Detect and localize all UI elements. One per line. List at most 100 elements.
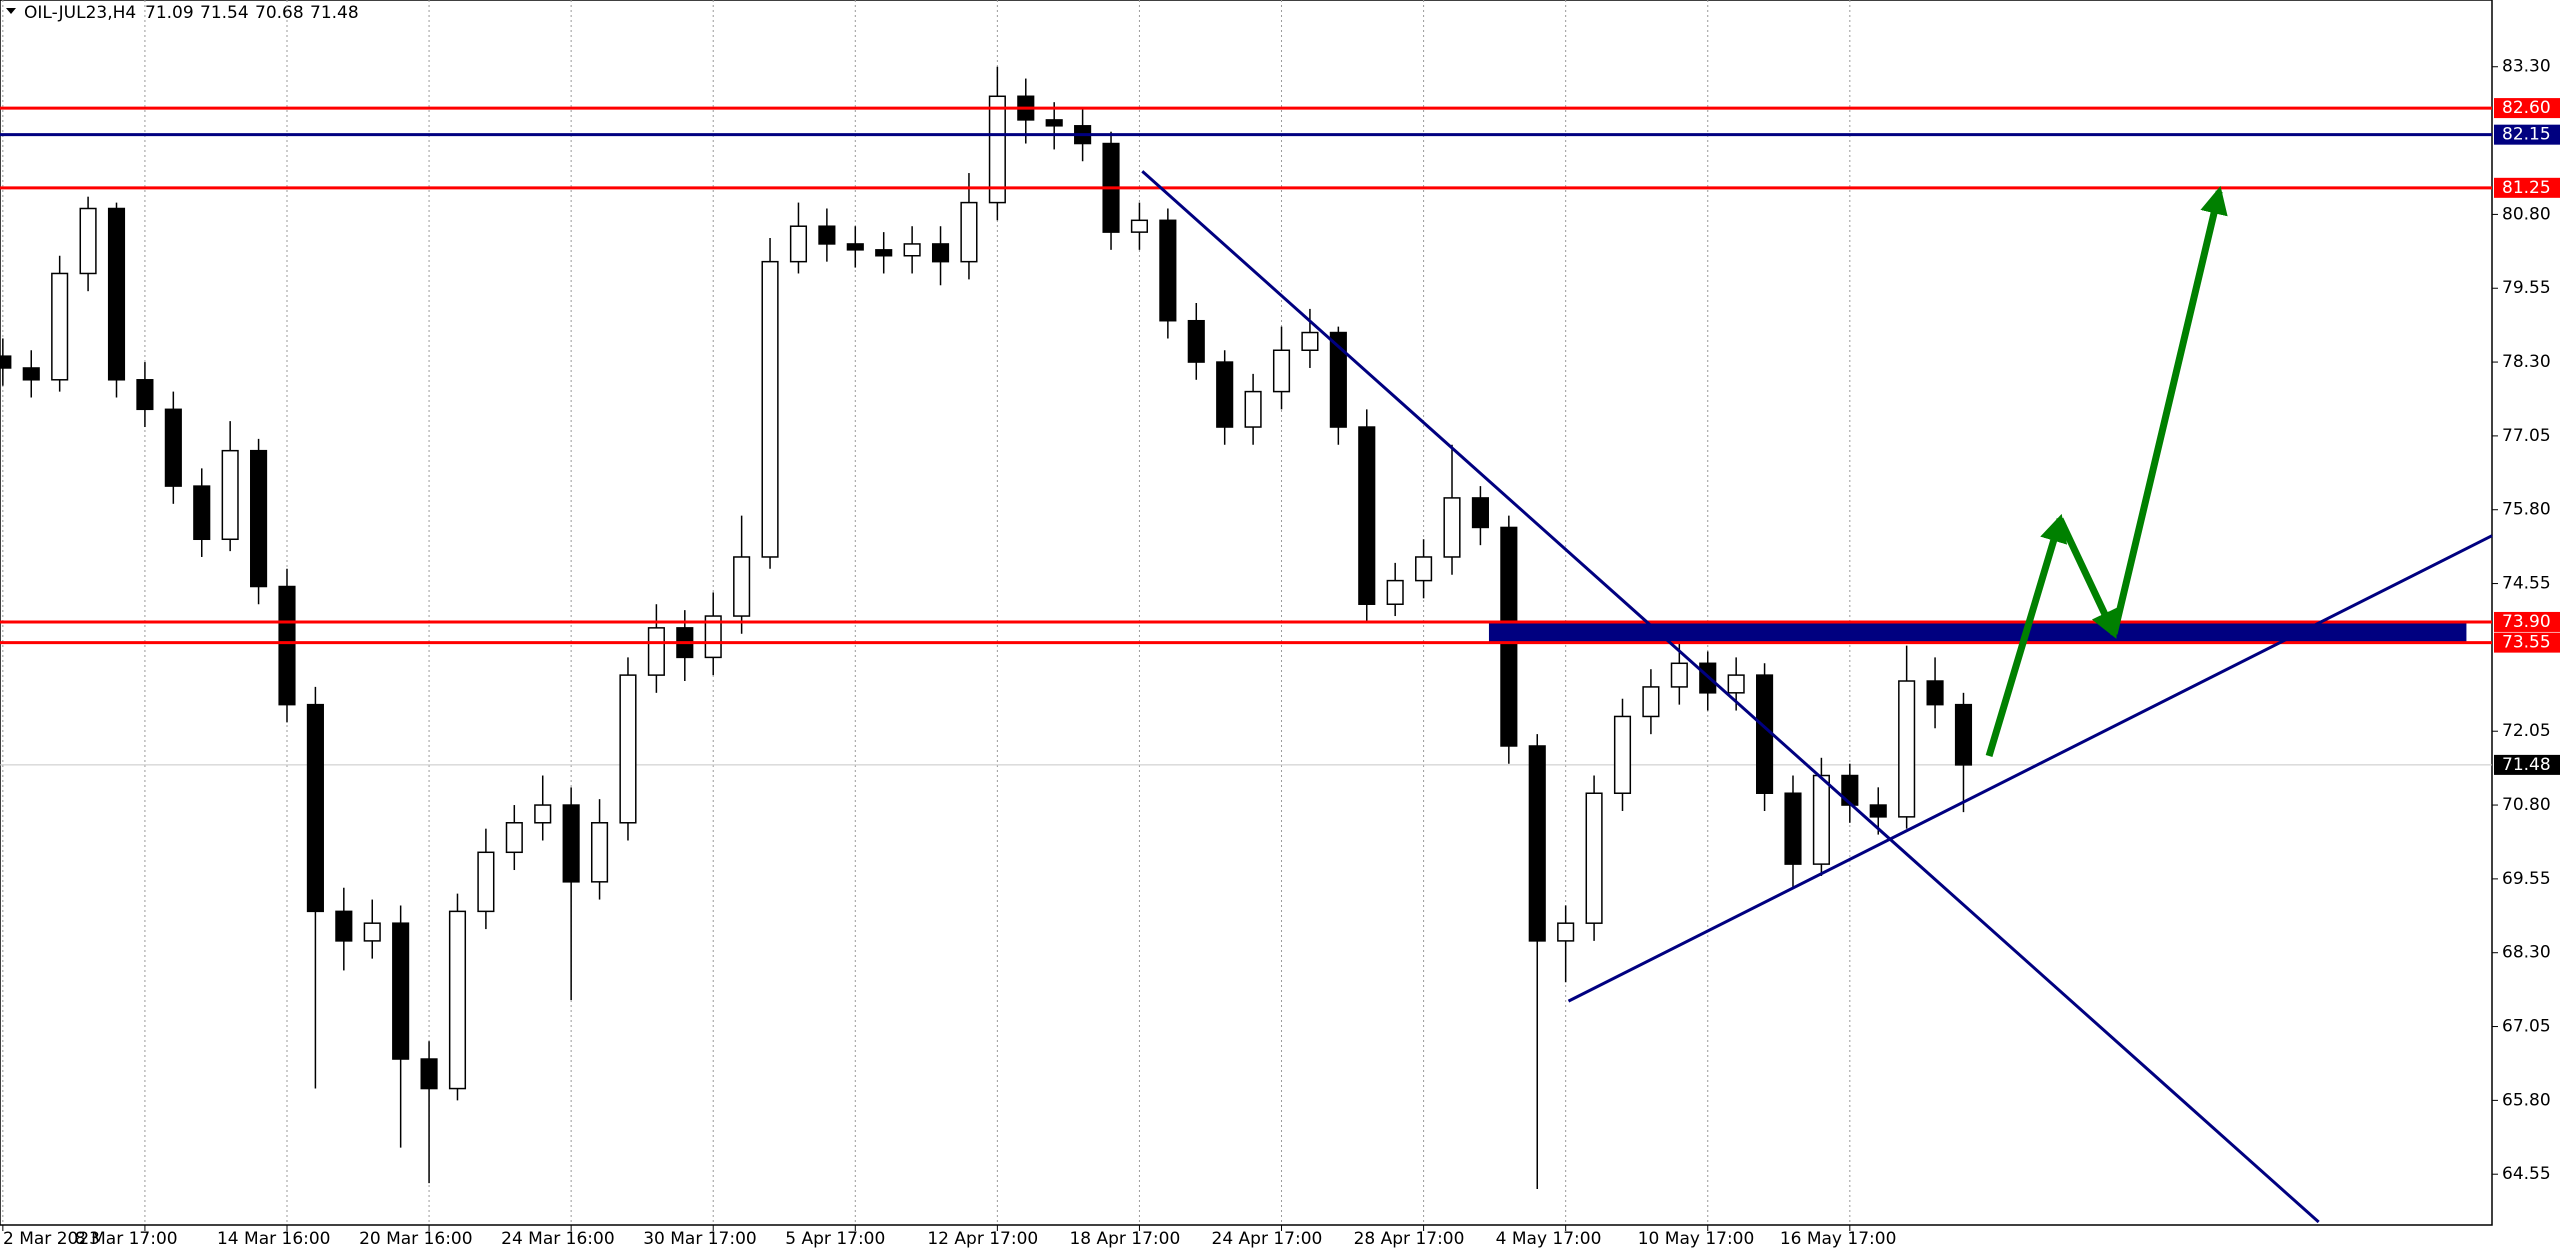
header-open: 71.09 xyxy=(145,3,194,23)
y-tick-label: 67.05 xyxy=(2502,1017,2551,1037)
y-tick-label: 64.55 xyxy=(2502,1164,2551,1184)
candle-body xyxy=(789,225,808,263)
x-tick-label: 16 May 17:00 xyxy=(1780,1229,1897,1249)
level-label-bg xyxy=(2494,124,2560,145)
candle-body xyxy=(392,922,410,1060)
header-low: 70.68 xyxy=(255,3,304,23)
candle-body xyxy=(1869,804,1887,818)
y-tick-label: 65.80 xyxy=(2502,1090,2551,1110)
candle-body xyxy=(647,627,665,676)
candle-body xyxy=(988,95,1006,204)
candle-body xyxy=(846,243,864,251)
candle-body xyxy=(960,201,978,263)
level-label-bg xyxy=(2494,632,2560,653)
trendline xyxy=(1567,534,2493,1003)
symbol: OIL-JUL23,H4 xyxy=(24,3,136,23)
current-price-label: 71.48 xyxy=(2502,755,2551,775)
candle-body xyxy=(1358,426,1376,605)
y-tick-label: 79.55 xyxy=(2502,278,2551,298)
level-label: 73.55 xyxy=(2502,633,2551,653)
x-tick-label: 20 Mar 16:00 xyxy=(359,1229,473,1249)
x-tick-label: 10 May 17:00 xyxy=(1638,1229,1755,1249)
header-close: 71.48 xyxy=(310,3,359,23)
candle-body xyxy=(1670,662,1688,688)
candle-body xyxy=(1926,680,1944,706)
candle-body xyxy=(1045,119,1063,127)
candle-body xyxy=(1130,219,1149,233)
trendline xyxy=(1141,170,2320,1224)
candle-body xyxy=(1159,219,1177,322)
candle-body xyxy=(420,1058,438,1090)
x-tick-label: 12 Apr 17:00 xyxy=(927,1229,1038,1249)
candle-body xyxy=(1187,319,1205,363)
x-tick-label: 24 Mar 16:00 xyxy=(501,1229,615,1249)
level-label: 82.60 xyxy=(2502,98,2551,118)
level-label-bg xyxy=(2494,98,2560,119)
candle-body xyxy=(22,367,40,381)
candle-body xyxy=(505,822,523,854)
candle-body xyxy=(818,225,836,245)
candle-body xyxy=(590,822,609,883)
candle-body xyxy=(79,207,97,275)
zone xyxy=(1488,621,2467,643)
current-price-bg xyxy=(2494,754,2560,775)
y-tick-label: 78.30 xyxy=(2502,352,2551,372)
candle-body xyxy=(931,243,950,263)
x-tick-label: 5 Apr 17:00 xyxy=(785,1229,885,1249)
plot-frame xyxy=(0,0,2493,1226)
x-tick-label: 18 Apr 17:00 xyxy=(1069,1229,1180,1249)
candle-body xyxy=(875,249,893,257)
candle-body xyxy=(1386,579,1404,605)
candle-body xyxy=(250,449,268,588)
candle-body xyxy=(1585,792,1603,924)
candle-body xyxy=(448,910,467,1090)
candle-body xyxy=(477,851,495,913)
level-label-bg xyxy=(2494,611,2560,632)
candle-body xyxy=(761,260,779,558)
candle-body xyxy=(1756,674,1774,794)
candle-body xyxy=(619,674,637,824)
y-tick-label: 80.80 xyxy=(2502,204,2551,224)
candle-body xyxy=(1727,674,1745,694)
candle-body xyxy=(363,922,381,942)
candle-body xyxy=(221,449,239,541)
candle-body xyxy=(1216,361,1234,428)
candle-body xyxy=(704,615,722,659)
candle-body xyxy=(562,804,580,883)
x-tick-label: 2 Mar 2023 xyxy=(3,1229,100,1249)
forecast-arrow xyxy=(2110,185,2228,635)
forecast-arrow xyxy=(1985,513,2068,758)
level-label-bg xyxy=(2494,177,2560,198)
candle-body xyxy=(1642,686,1660,718)
y-tick-label: 68.30 xyxy=(2502,943,2551,963)
candle-body xyxy=(0,355,12,369)
y-tick-label: 77.05 xyxy=(2502,426,2551,446)
candle-body xyxy=(1812,774,1830,865)
y-tick-label: 75.80 xyxy=(2502,500,2551,520)
y-tick-label: 83.30 xyxy=(2502,57,2551,77)
level-label: 82.15 xyxy=(2502,125,2551,145)
candle-body xyxy=(534,804,552,824)
y-tick-label: 69.55 xyxy=(2502,869,2551,889)
candle-body xyxy=(306,703,324,913)
candle-body xyxy=(1613,715,1632,794)
candle-body xyxy=(1443,497,1461,558)
y-tick-label: 70.80 xyxy=(2502,795,2551,815)
candle-body xyxy=(51,272,69,381)
candle-body xyxy=(1244,390,1262,428)
header-high: 71.54 xyxy=(200,3,249,23)
candle-body xyxy=(1841,774,1859,806)
y-tick-label: 74.55 xyxy=(2502,574,2551,594)
x-tick-label: 8 Mar 17:00 xyxy=(75,1229,178,1249)
candle-body xyxy=(1415,556,1433,582)
candle-body xyxy=(1301,331,1319,352)
candle-body xyxy=(193,485,211,541)
x-tick-label: 4 May 17:00 xyxy=(1496,1229,1602,1249)
candle-body xyxy=(1898,680,1916,818)
candle-body xyxy=(1272,349,1291,393)
forecast-arrow xyxy=(2056,517,2118,639)
candle-body xyxy=(1784,792,1802,865)
menu-icon[interactable] xyxy=(6,8,16,14)
candle-body xyxy=(136,379,154,411)
